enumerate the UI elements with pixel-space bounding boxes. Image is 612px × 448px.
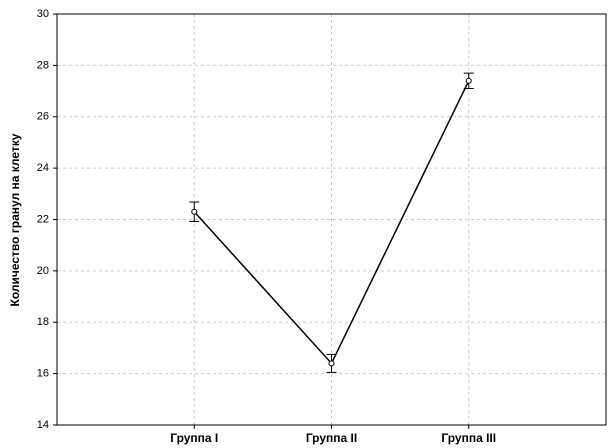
y-tick-label: 30: [37, 8, 49, 20]
y-tick-label: 26: [37, 111, 49, 123]
y-tick-label: 16: [37, 368, 49, 380]
point: [465, 77, 472, 84]
y-tick-label: 28: [37, 59, 49, 71]
x-tick-label: Группа III: [441, 431, 496, 445]
x-tick-label: Группа I: [170, 431, 218, 445]
point: [191, 208, 198, 215]
plot-frame: [56, 13, 607, 426]
y-tick-label: 18: [37, 316, 49, 328]
y-tick-label: 14: [37, 419, 49, 431]
y-axis-label: Количество гранул на клетку: [8, 133, 22, 306]
x-tick-label: Группа II: [306, 431, 357, 445]
point: [328, 360, 335, 367]
y-tick-label: 20: [37, 265, 49, 277]
y-tick-label: 22: [37, 213, 49, 225]
y-tick-label: 24: [37, 162, 49, 174]
